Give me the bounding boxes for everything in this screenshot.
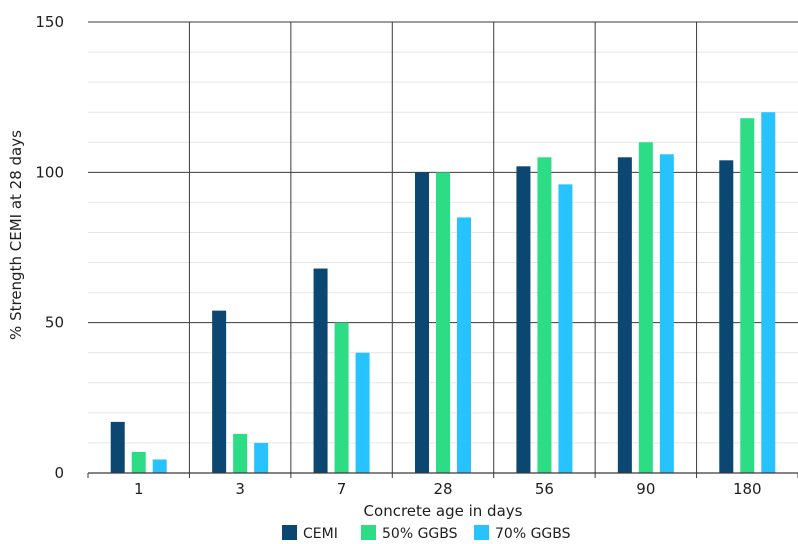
bar-50-ggbs-1 <box>131 451 146 473</box>
bar-cemi-90 <box>617 157 632 474</box>
bar-70-ggbs-7 <box>355 352 370 473</box>
legend-label: 50% GGBS <box>382 526 458 542</box>
y-tick-label: 100 <box>35 163 64 181</box>
x-tick-label: 1 <box>134 480 144 498</box>
bar-70-ggbs-90 <box>659 154 674 473</box>
legend-item: CEMI <box>282 525 338 542</box>
tick-labels: 0 50 100 150 1 3 7 28 56 90 180 <box>35 13 761 498</box>
bar-50-ggbs-180 <box>740 118 755 474</box>
bar-cemi-3 <box>212 310 227 473</box>
axes <box>87 472 798 478</box>
x-tick-label: 28 <box>433 480 452 498</box>
legend-swatch <box>474 525 489 540</box>
bar-cemi-56 <box>516 166 531 473</box>
bar-70-ggbs-56 <box>558 184 573 474</box>
legend-item: 70% GGBS <box>474 525 571 542</box>
bar-cemi-1 <box>110 421 125 473</box>
bar-50-ggbs-3 <box>233 433 248 473</box>
y-axis-label: % Strength CEMI at 28 days <box>7 130 25 340</box>
bar-70-ggbs-3 <box>254 442 269 473</box>
bars <box>110 112 776 474</box>
x-tick-label: 7 <box>337 480 347 498</box>
legend-swatch <box>361 525 376 540</box>
x-tick-label: 3 <box>235 480 245 498</box>
x-tick-label: 90 <box>636 480 655 498</box>
legend-label: 70% GGBS <box>495 526 571 542</box>
bar-50-ggbs-28 <box>436 172 450 474</box>
legend-label: CEMI <box>303 526 338 542</box>
bar-70-ggbs-180 <box>761 112 776 473</box>
y-tick-label: 0 <box>54 464 64 482</box>
bar-50-ggbs-56 <box>537 157 552 474</box>
y-tick-label: 50 <box>45 314 64 332</box>
bar-cemi-180 <box>719 160 734 473</box>
bar-cemi-7 <box>313 268 328 473</box>
y-tick-label: 150 <box>35 13 64 31</box>
legend: CEMI 50% GGBS 70% GGBS <box>282 525 571 542</box>
bar-50-ggbs-7 <box>334 322 349 473</box>
bar-cemi-28 <box>415 172 429 474</box>
x-tick-label: 56 <box>535 480 554 498</box>
legend-swatch <box>282 525 297 540</box>
legend-item: 50% GGBS <box>361 525 458 542</box>
x-axis-label: Concrete age in days <box>364 502 523 520</box>
x-tick-label: 180 <box>733 480 762 498</box>
bar-50-ggbs-90 <box>638 142 653 473</box>
bar-70-ggbs-28 <box>457 217 471 473</box>
bar-70-ggbs-1 <box>152 459 167 473</box>
